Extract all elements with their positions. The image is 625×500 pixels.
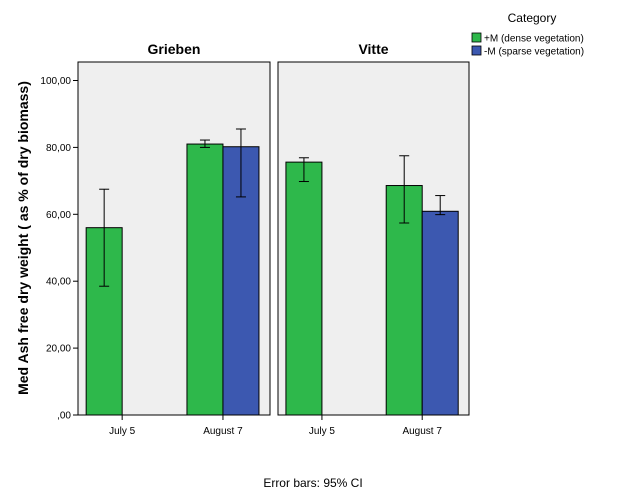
y-axis: ,00 20,00 40,00 60,00 80,00 100,00 [40,76,78,422]
bar [285,161,323,416]
legend-label-dense: +M (dense vegetation) [484,34,584,45]
panel-title: Grieben [148,41,201,57]
legend-title: Category [508,11,557,25]
y-tick-label: 60,00 [46,210,71,221]
y-axis-label: Med Ash free dry weight ( as % of dry bi… [15,81,31,395]
bar [186,143,224,416]
error-bar-note: Error bars: 95% CI [263,476,362,490]
legend-swatch-dense [471,32,482,43]
y-tick-label: 100,00 [40,76,71,87]
legend-swatch-sparse [471,45,482,56]
y-tick-label: 80,00 [46,143,71,154]
y-tick-label: ,00 [57,411,71,422]
legend: Category +M (dense vegetation) -M (spars… [471,11,584,58]
panel-grieben: Grieben July 5 August 7 [77,41,271,437]
panel-title: Vitte [358,41,388,57]
x-tick-label: August 7 [203,426,243,437]
y-tick-label: 40,00 [46,277,71,288]
bar [421,210,459,416]
x-tick-label: August 7 [402,426,442,437]
panels-layer: Grieben July 5 August 7 Vitte July 5 August 7 [77,41,470,437]
x-tick-label: July 5 [109,426,136,437]
panel-vitte: Vitte July 5 August 7 [277,41,470,437]
bar [385,185,423,416]
legend-label-sparse: -M (sparse vegetation) [484,47,584,58]
y-tick-label: 20,00 [46,344,71,355]
x-tick-label: July 5 [309,426,336,437]
